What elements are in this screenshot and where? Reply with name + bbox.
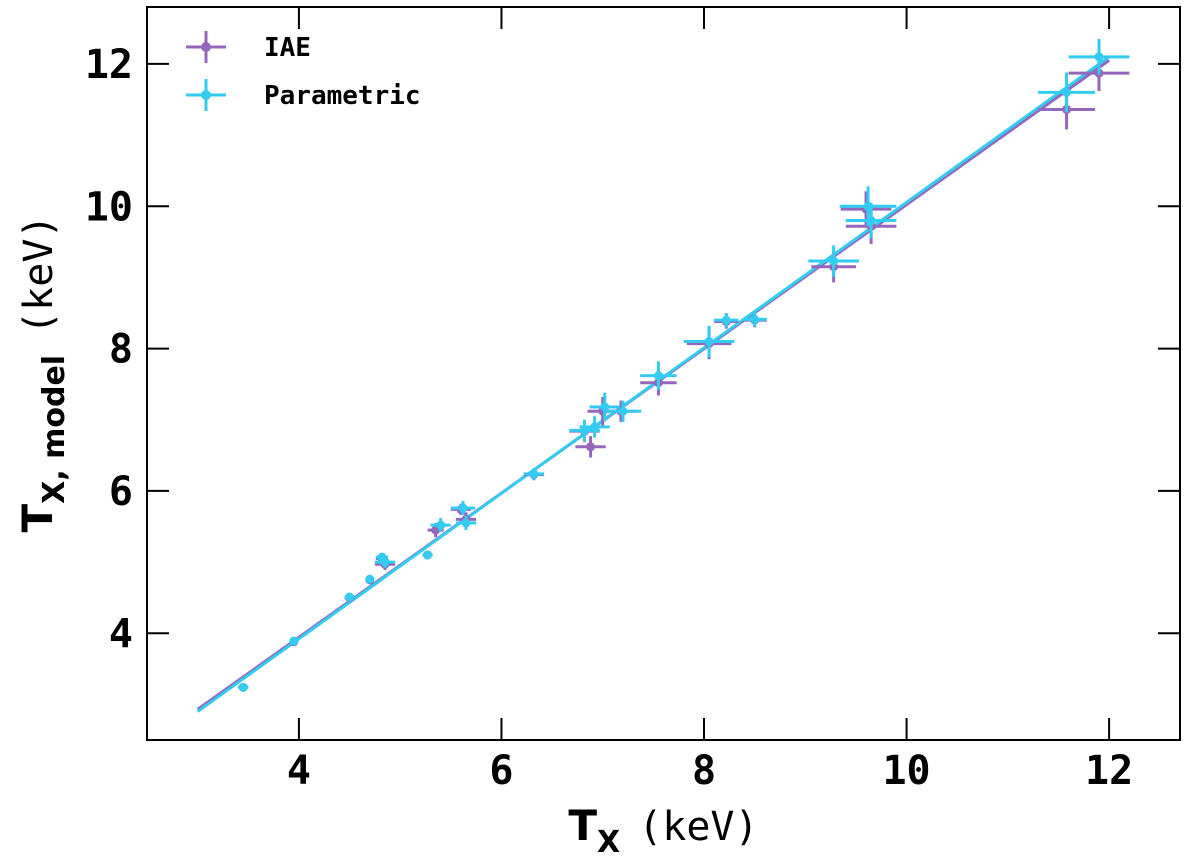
data-point xyxy=(714,313,739,328)
legend-item-iae: IAE xyxy=(186,31,311,63)
data-point xyxy=(742,312,767,327)
point-marker xyxy=(1094,52,1104,62)
legend-label: IAE xyxy=(264,33,311,63)
legend-label: Parametric xyxy=(264,81,421,111)
data-point xyxy=(579,416,610,438)
point-marker xyxy=(529,469,539,479)
point-marker xyxy=(829,256,839,266)
data-point xyxy=(683,325,735,358)
data-point xyxy=(523,468,544,480)
point-marker xyxy=(586,442,596,452)
data-point xyxy=(1068,39,1130,75)
y-tick-label: 6 xyxy=(109,469,133,515)
point-marker xyxy=(653,371,663,381)
x-tick-label: 6 xyxy=(489,748,513,794)
data-point xyxy=(845,202,897,239)
point-marker xyxy=(458,503,468,513)
y-axis-subscript: X, model xyxy=(37,355,72,504)
data-point xyxy=(604,400,642,422)
x-tick-label: 10 xyxy=(882,748,930,794)
data-point xyxy=(640,361,677,390)
point-marker xyxy=(704,336,714,346)
data-point xyxy=(450,500,476,516)
y-axis-title: TX, model (keV) xyxy=(13,214,72,532)
data-point xyxy=(238,682,249,692)
x-tick-label: 12 xyxy=(1085,748,1133,794)
data-point xyxy=(808,245,859,277)
x-tick-label: 4 xyxy=(287,748,311,794)
point-marker xyxy=(600,402,610,412)
point-marker xyxy=(238,682,248,692)
legend-item-parametric: Parametric xyxy=(186,79,421,111)
x-axis-title: TX (keV) xyxy=(568,801,758,860)
point-marker xyxy=(380,557,390,567)
x-tick-label: 8 xyxy=(692,748,716,794)
point-marker xyxy=(1062,87,1072,97)
legend: IAE Parametric xyxy=(186,31,421,111)
data-point xyxy=(422,550,433,560)
point-marker xyxy=(618,406,628,416)
y-axis-unit: (keV) xyxy=(16,214,62,334)
legend-marker xyxy=(201,90,211,100)
y-tick-label: 4 xyxy=(109,611,133,657)
data-point xyxy=(455,515,477,531)
data-point xyxy=(589,392,620,422)
data-point xyxy=(1038,72,1095,113)
point-marker xyxy=(866,215,876,225)
point-marker xyxy=(345,592,355,602)
point-marker xyxy=(721,315,731,325)
ticks-layer: 4 6 8 10 12 4 6 8 10 12 xyxy=(85,7,1180,794)
points-parametric xyxy=(238,39,1130,692)
plot-frame xyxy=(146,6,1181,741)
x-axis-unit: (keV) xyxy=(638,804,758,850)
point-marker xyxy=(590,422,600,432)
point-marker xyxy=(365,574,375,584)
data-point xyxy=(430,517,451,533)
y-axis-symbol: T xyxy=(13,504,62,533)
point-marker xyxy=(423,550,433,560)
data-point xyxy=(344,592,355,602)
y-tick-label: 12 xyxy=(85,42,133,88)
x-axis-symbol: T xyxy=(568,801,597,850)
points-iae xyxy=(238,55,1130,692)
y-tick-label: 10 xyxy=(85,184,133,230)
x-axis-subscript: X xyxy=(597,825,620,860)
data-point xyxy=(575,436,606,458)
point-marker xyxy=(436,520,446,530)
data-point xyxy=(365,574,375,584)
point-marker xyxy=(289,636,299,646)
legend-marker xyxy=(201,42,211,52)
data-point xyxy=(289,636,299,646)
point-marker xyxy=(750,314,760,324)
data-layer xyxy=(196,39,1130,713)
data-point xyxy=(374,556,396,568)
y-axis-title-wrap: TX, model (keV) xyxy=(13,214,72,532)
point-marker xyxy=(461,518,471,528)
y-tick-label: 8 xyxy=(109,327,133,373)
